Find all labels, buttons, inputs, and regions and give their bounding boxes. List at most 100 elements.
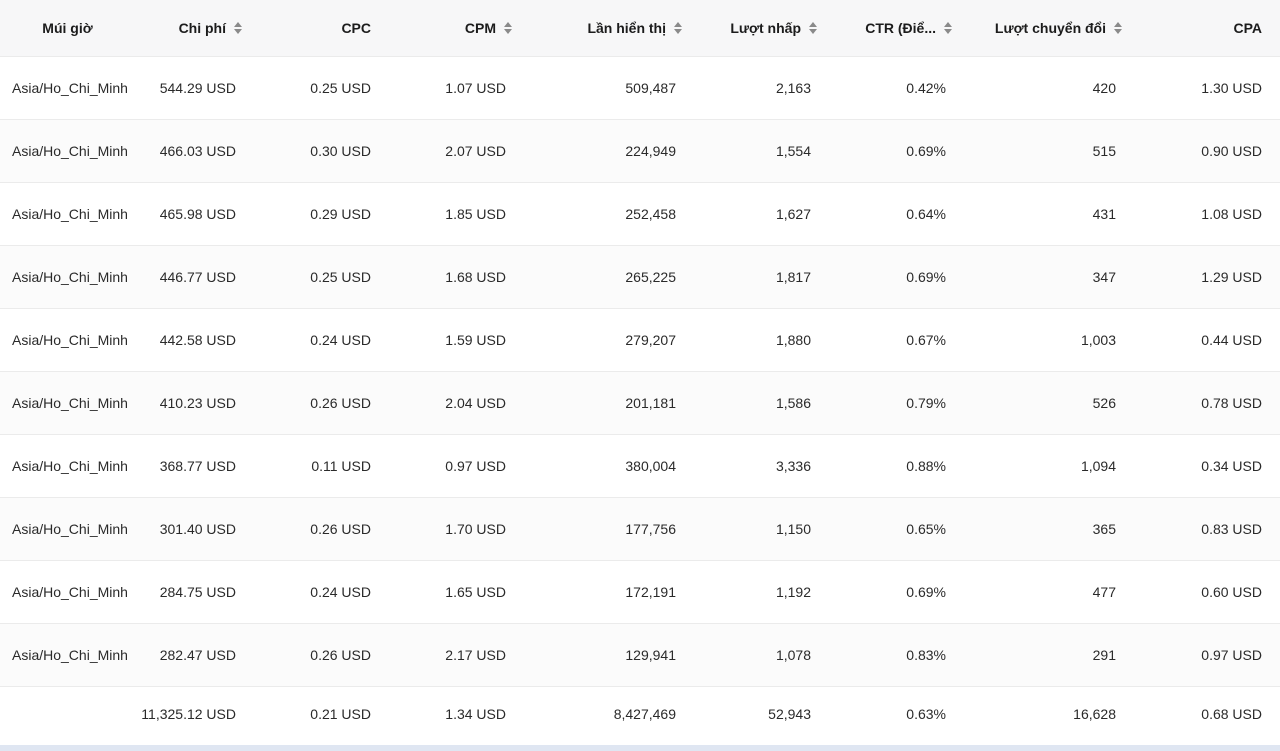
column-header-cpm[interactable]: CPM (405, 0, 540, 56)
cell-clicks: 1,627 (775, 205, 811, 222)
cell-impressions: 252,458 (625, 205, 676, 222)
column-header-cost[interactable]: Chi phí (135, 0, 270, 56)
cell-timezone: Asia/Ho_Chi_Minh (12, 394, 128, 411)
cell-ctr: 0.42% (906, 79, 946, 96)
table-header: Múi giờ Chi phí CPC CPM Lần hiển thị Lượt nhấ… (0, 0, 1280, 56)
column-header-inner: Lượt nhấp (730, 20, 819, 36)
column-header-cpc: CPC (270, 0, 405, 56)
cell-cpa: 0.97 USD (1201, 646, 1262, 663)
total-impressions: 8,427,469 (613, 706, 676, 723)
cell-clicks: 1,817 (775, 268, 811, 285)
column-header-inner: CPM (465, 20, 514, 36)
cell-ctr: 0.64% (906, 205, 946, 222)
cell-impressions: 265,225 (625, 268, 676, 285)
cell-cpm: 0.97 USD (445, 457, 506, 474)
cell-impressions: 177,756 (625, 520, 676, 537)
cell-timezone: Asia/Ho_Chi_Minh (12, 583, 128, 600)
column-header-label: Múi giờ (42, 19, 93, 36)
cell-conversions: 431 (1092, 205, 1116, 222)
sort-icon[interactable] (674, 20, 684, 36)
cell-conversions: 347 (1092, 268, 1116, 285)
cell-cpm: 1.59 USD (445, 331, 506, 348)
cell-cost: 465.98 USD (159, 205, 236, 222)
cell-timezone: Asia/Ho_Chi_Minh (12, 205, 128, 222)
cell-clicks: 1,554 (775, 142, 811, 159)
table-row: Asia/Ho_Chi_Minh 284.75 USD 0.24 USD 1.65 U… (0, 560, 1280, 623)
cell-impressions: 279,207 (625, 331, 676, 348)
horizontal-scrollbar[interactable] (0, 745, 1280, 751)
cell-impressions: 509,487 (625, 79, 676, 96)
cell-cpc: 0.26 USD (310, 520, 371, 537)
cell-cpc: 0.11 USD (311, 457, 371, 474)
cell-cpa: 1.29 USD (1201, 268, 1262, 285)
cell-cost: 442.58 USD (159, 331, 236, 348)
cell-clicks: 1,880 (775, 331, 811, 348)
totals-row: 11,325.12 USD 0.21 USD 1.34 USD 8,427,469 52… (0, 686, 1280, 742)
total-cost: 11,325.12 USD (141, 706, 236, 723)
cell-cost: 466.03 USD (159, 142, 236, 159)
cell-conversions: 420 (1092, 79, 1116, 96)
cell-conversions: 526 (1092, 394, 1116, 411)
cell-conversions: 1,003 (1080, 331, 1116, 348)
cell-clicks: 1,192 (775, 583, 811, 600)
column-header-inner: CTR (Điể... (865, 20, 954, 36)
column-header-label: CPC (341, 19, 371, 36)
cell-cpc: 0.24 USD (310, 583, 371, 600)
column-header-label: Lượt chuyển đổi (994, 19, 1106, 36)
table-row: Asia/Ho_Chi_Minh 442.58 USD 0.24 USD 1.59 U… (0, 308, 1280, 371)
sort-icon[interactable] (1114, 20, 1124, 36)
column-header-impressions[interactable]: Lần hiển thị (540, 0, 710, 56)
cell-cpa: 1.30 USD (1201, 79, 1262, 96)
cell-cpc: 0.29 USD (310, 205, 371, 222)
total-ctr: 0.63% (906, 706, 946, 723)
column-header-label: Chi phí (178, 19, 226, 36)
sort-icon[interactable] (944, 20, 954, 36)
cell-cost: 446.77 USD (159, 268, 236, 285)
cell-cost: 368.77 USD (159, 457, 236, 474)
cell-ctr: 0.83% (906, 646, 946, 663)
cell-cpc: 0.30 USD (310, 142, 371, 159)
table-row: Asia/Ho_Chi_Minh 282.47 USD 0.26 USD 2.17 U… (0, 623, 1280, 686)
cell-impressions: 201,181 (625, 394, 676, 411)
cell-impressions: 172,191 (625, 583, 676, 600)
total-cpc: 0.21 USD (310, 706, 371, 723)
column-header-conversions[interactable]: Lượt chuyển đổi (980, 0, 1150, 56)
cell-cpc: 0.26 USD (310, 394, 371, 411)
cell-cpm: 1.07 USD (445, 79, 506, 96)
sort-icon[interactable] (809, 20, 819, 36)
table-row: Asia/Ho_Chi_Minh 301.40 USD 0.26 USD 1.70 U… (0, 497, 1280, 560)
column-header-inner: CPA (1233, 20, 1262, 36)
column-header-clicks[interactable]: Lượt nhấp (710, 0, 845, 56)
cell-conversions: 1,094 (1080, 457, 1116, 474)
cell-conversions: 515 (1092, 142, 1116, 159)
cell-cpm: 1.70 USD (445, 520, 506, 537)
cell-cpa: 0.44 USD (1201, 331, 1262, 348)
column-header-label: CPM (464, 19, 496, 36)
cell-ctr: 0.88% (906, 457, 946, 474)
column-header-inner: Múi giờ (42, 20, 92, 36)
sort-icon[interactable] (234, 20, 244, 36)
cell-cpa: 0.78 USD (1201, 394, 1262, 411)
total-cpa: 0.68 USD (1201, 706, 1262, 723)
column-header-ctr[interactable]: CTR (Điể... (845, 0, 980, 56)
cell-ctr: 0.69% (906, 142, 946, 159)
table-row: Asia/Ho_Chi_Minh 544.29 USD 0.25 USD 1.07 U… (0, 56, 1280, 119)
cell-conversions: 365 (1092, 520, 1116, 537)
cell-clicks: 1,150 (775, 520, 811, 537)
sort-icon[interactable] (504, 20, 514, 36)
cell-clicks: 1,078 (775, 646, 811, 663)
cell-clicks: 3,336 (775, 457, 811, 474)
table-row: Asia/Ho_Chi_Minh 446.77 USD 0.25 USD 1.68 U… (0, 245, 1280, 308)
total-clicks: 52,943 (768, 706, 811, 723)
cell-conversions: 477 (1092, 583, 1116, 600)
cell-cpa: 0.83 USD (1201, 520, 1262, 537)
cell-cost: 284.75 USD (159, 583, 236, 600)
cell-cpc: 0.24 USD (310, 331, 371, 348)
column-header-cpa: CPA (1150, 0, 1280, 56)
table-row: Asia/Ho_Chi_Minh 410.23 USD 0.26 USD 2.04 U… (0, 371, 1280, 434)
cell-ctr: 0.67% (906, 331, 946, 348)
cell-cost: 301.40 USD (159, 520, 236, 537)
cell-timezone: Asia/Ho_Chi_Minh (12, 142, 128, 159)
column-header-inner: Chi phí (179, 20, 244, 36)
